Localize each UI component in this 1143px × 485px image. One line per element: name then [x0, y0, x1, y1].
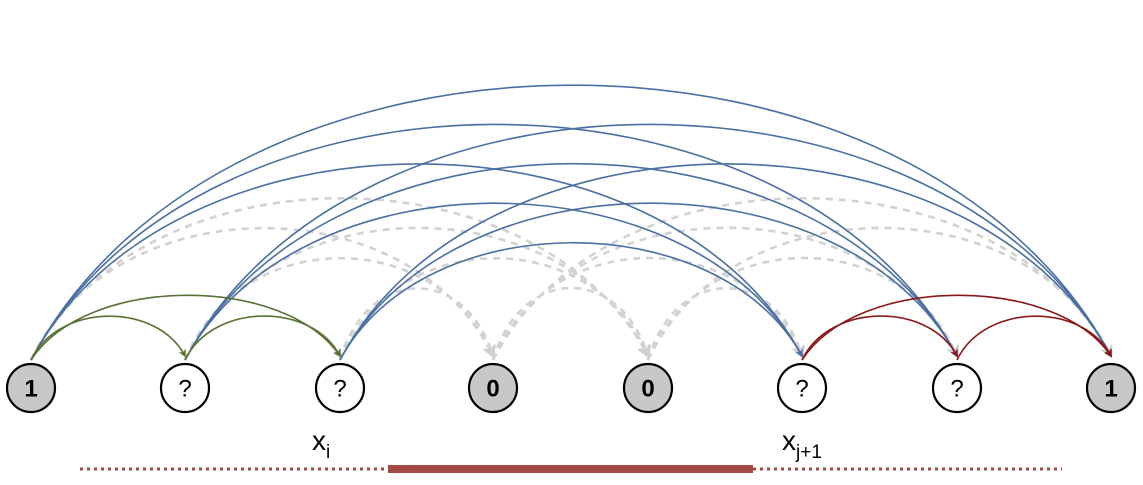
- red-arc-5-6: [801, 315, 958, 361]
- node-6-label: ?: [950, 376, 963, 403]
- node-0-circle: [5, 362, 57, 414]
- node-7-circle: [1085, 362, 1137, 414]
- gray-arc-3-5: [491, 256, 804, 361]
- node-1-label: ?: [178, 376, 191, 403]
- node-2-circle: [314, 362, 366, 414]
- label-x-i-base: x: [312, 425, 326, 456]
- label-x-i-sub: i: [326, 442, 330, 463]
- blue-arc-2-6: [339, 202, 958, 361]
- blue-arc-0-5: [30, 163, 803, 361]
- green-arc-0-2: [30, 294, 341, 361]
- node-6-circle: [931, 362, 983, 414]
- node-3-label: 0: [486, 376, 499, 403]
- gray-arc-2-3: [338, 287, 497, 361]
- node-2: ?: [314, 362, 366, 414]
- blue-arc-1-5: [184, 202, 803, 361]
- node-7: 1: [1085, 362, 1137, 414]
- node-5: ?: [776, 362, 828, 414]
- gray-arc-4-7: [646, 226, 1113, 361]
- node-6: ?: [931, 362, 983, 414]
- gray-arc-0-3: [29, 226, 495, 361]
- node-0: 1: [5, 362, 57, 414]
- node-4-circle: [622, 362, 674, 414]
- blue-arc-2-5: [339, 241, 803, 361]
- gray-arc-1-3: [183, 257, 495, 361]
- node-3: 0: [467, 362, 519, 414]
- gray-arc-4-6: [646, 256, 959, 361]
- label-x-j1-base: x: [782, 425, 796, 456]
- node-1: ?: [159, 362, 211, 414]
- node-4: 0: [622, 362, 674, 414]
- gray-arc-1-4: [183, 226, 650, 361]
- gray-arc-2-4: [338, 257, 650, 361]
- label-x-j1-sub: j+1: [795, 442, 822, 463]
- gray-arc-0-4: [29, 196, 650, 361]
- blue-arc-1-7: [184, 123, 1112, 361]
- node-5-circle: [776, 362, 828, 414]
- node-0-label: 1: [24, 376, 37, 403]
- gray-arc-3-6: [491, 226, 959, 361]
- sequence-nodes: 1?? 0 0?? 1: [5, 362, 1137, 414]
- blue-arc-2-7: [339, 163, 1112, 361]
- background-dashed-arcs: [29, 196, 1113, 361]
- green-arc-1-2: [184, 315, 341, 361]
- green-arc-0-1: [30, 315, 186, 361]
- node-5-label: ?: [795, 376, 808, 403]
- blue-arc-1-6: [184, 163, 958, 361]
- label-x-i: xi: [312, 425, 330, 463]
- node-7-label: 1: [1104, 376, 1117, 403]
- highlighted-arcs: [30, 84, 1112, 361]
- red-arc-5-7: [801, 294, 1112, 361]
- blue-arc-0-6: [30, 123, 958, 361]
- node-1-circle: [159, 362, 211, 414]
- node-3-circle: [467, 362, 519, 414]
- red-arc-6-7: [956, 315, 1112, 361]
- node-4-label: 0: [641, 376, 654, 403]
- node-2-label: ?: [333, 376, 346, 403]
- label-x-j-plus-1: xj+1: [782, 425, 822, 463]
- blue-arc-0-7: [30, 84, 1112, 361]
